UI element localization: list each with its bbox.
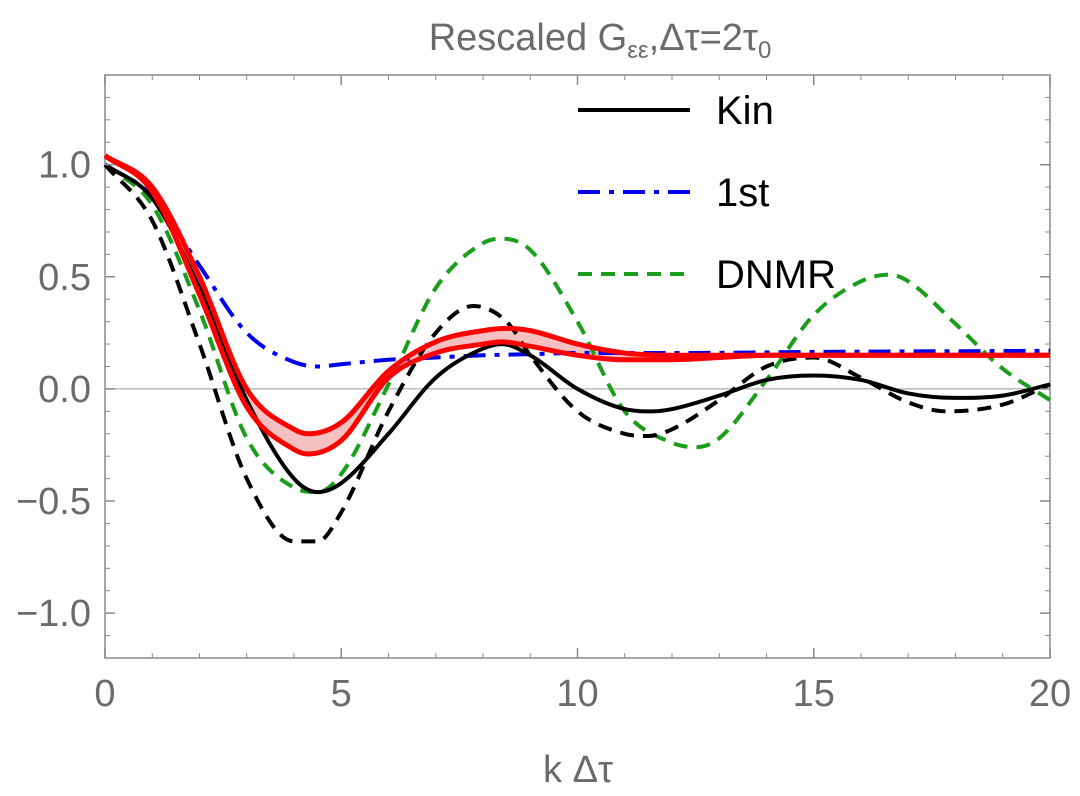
- legend: Kin 1st DNMR: [578, 89, 836, 297]
- series-line-kin_dashed: [103, 163, 1051, 544]
- x-tick-label: 15: [793, 673, 835, 715]
- x-axis-label: k Δτ: [543, 749, 613, 791]
- y-tick-label: 1.0: [38, 145, 91, 187]
- x-tick-label: 0: [94, 673, 115, 715]
- legend-label-dnmr: DNMR: [716, 253, 836, 297]
- y-tick-label: −0.5: [16, 481, 91, 523]
- series-lines: [103, 153, 1052, 544]
- plot-area-border: [104, 74, 1051, 659]
- y-tick-label: 0.0: [38, 369, 91, 411]
- series-line-band_lower: [103, 153, 1050, 457]
- y-tick-label: 0.5: [38, 257, 91, 299]
- series-line-first: [103, 163, 1051, 369]
- y-tick-label: −1.0: [16, 593, 91, 635]
- plot-frame: [104, 74, 1051, 659]
- series-line-dnmr: [103, 163, 1052, 495]
- legend-label-first: 1st: [716, 171, 769, 215]
- series-line-kin: [103, 163, 1051, 495]
- x-tick-label: 10: [556, 673, 598, 715]
- x-tick-label: 20: [1029, 673, 1071, 715]
- axis-ticks: 0 5 10 15 20 1.0 0.5 0.0 −0.5 −1.0: [16, 75, 1071, 715]
- x-tick-label: 5: [331, 673, 352, 715]
- chart-title: Rescaled Gεε,Δτ=2τ0: [429, 17, 772, 64]
- legend-label-kin: Kin: [716, 89, 774, 133]
